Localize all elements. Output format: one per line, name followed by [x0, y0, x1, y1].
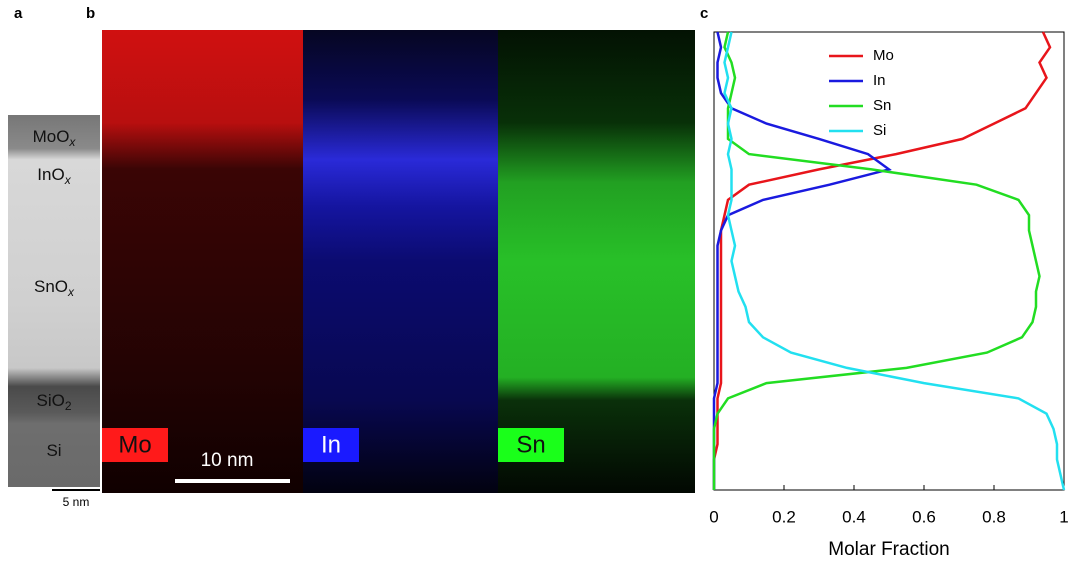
x-axis-label: Molar Fraction	[828, 539, 949, 560]
layer-label: MoOx	[33, 127, 77, 149]
panel-label: b	[86, 5, 95, 22]
layer-label: Si	[46, 441, 61, 460]
x-tick-label: 0	[709, 507, 718, 526]
layer-label-base: InO	[37, 165, 64, 184]
eds-map	[102, 30, 303, 493]
scale-bar-label: 10 nm	[201, 450, 254, 471]
layer-label-base: MoO	[33, 127, 70, 146]
legend-label: Si	[873, 122, 886, 139]
map-label-box	[102, 428, 168, 462]
legend-label: In	[873, 72, 886, 89]
layer-label-sub: 2	[65, 399, 72, 413]
x-tick-label: 0.6	[912, 507, 936, 526]
tem-image	[8, 115, 100, 487]
eds-map	[498, 30, 695, 493]
scale-bar-label: 5 nm	[63, 495, 90, 509]
layer-label-base: SnO	[34, 277, 68, 296]
layer-label-base: SiO	[36, 391, 64, 410]
map-label-box	[303, 428, 359, 462]
panel-label: c	[700, 5, 708, 22]
x-tick-label: 0.4	[842, 507, 866, 526]
eds-map	[303, 30, 498, 493]
layer-label-sub: x	[67, 285, 75, 299]
layer-label: SiO2	[36, 391, 71, 413]
x-tick-label: 0.8	[982, 507, 1006, 526]
x-tick-label: 1	[1059, 507, 1068, 526]
map-label-box	[498, 428, 564, 462]
map-label: Sn	[516, 431, 545, 458]
layer-label: SnOx	[34, 277, 75, 299]
layer-label-sub: x	[68, 135, 76, 149]
x-tick-label: 0.2	[772, 507, 796, 526]
layer-label-sub: x	[64, 173, 72, 187]
layer-label: InOx	[37, 165, 71, 187]
legend-label: Mo	[873, 47, 894, 64]
map-label: In	[321, 431, 341, 458]
panel-label: a	[14, 5, 23, 22]
series-line	[712, 31, 1041, 490]
series-line	[723, 31, 1066, 491]
legend-label: Sn	[873, 97, 891, 114]
map-label: Mo	[118, 431, 151, 458]
plot-frame	[713, 31, 1065, 491]
series-line	[712, 31, 892, 490]
layer-label-base: Si	[46, 441, 61, 460]
